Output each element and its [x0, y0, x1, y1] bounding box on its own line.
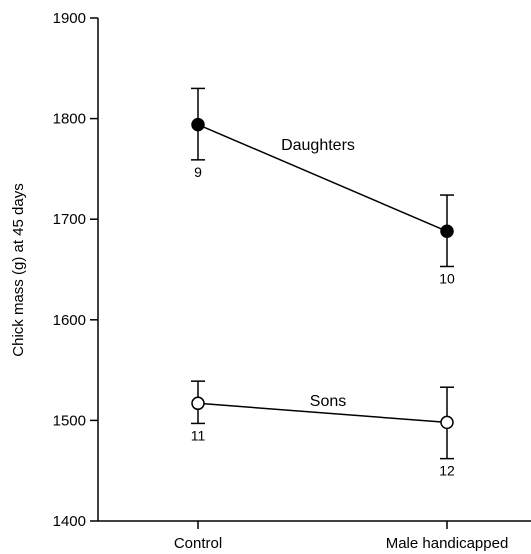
x-ticks: Control Male handicapped — [174, 521, 508, 552]
y-tick-label: 1700 — [53, 211, 86, 228]
y-ticks: 1400 1500 1600 1700 1800 1900 — [53, 10, 98, 530]
x-tick-label: Control — [174, 535, 222, 552]
daughters-n-label: 10 — [439, 270, 455, 286]
daughters-n-label: 9 — [194, 164, 202, 180]
sons-n-label: 12 — [439, 463, 455, 479]
sons-label: Sons — [310, 393, 346, 410]
series-layer: 9 10 Daughters 11 12 Sons — [191, 87, 455, 479]
y-tick-label: 1500 — [53, 412, 86, 429]
sons-n-label: 11 — [191, 427, 206, 443]
y-tick-label: 1600 — [53, 312, 86, 329]
sons-point — [440, 415, 454, 430]
sons-line — [197, 402, 448, 424]
y-tick-label: 1400 — [53, 513, 86, 530]
y-tick-label: 1900 — [53, 10, 86, 27]
axes — [97, 18, 531, 522]
series-daughters: 9 10 Daughters — [191, 87, 455, 286]
y-axis-label: Chick mass (g) at 45 days — [10, 183, 27, 356]
sons-point — [191, 396, 205, 411]
series-sons: 11 12 Sons — [191, 380, 455, 479]
daughters-point — [191, 117, 205, 132]
daughters-label: Daughters — [281, 137, 355, 154]
y-tick-label: 1800 — [53, 111, 86, 128]
daughters-point — [440, 224, 454, 239]
x-tick-label: Male handicapped — [386, 535, 509, 552]
daughters-line — [197, 123, 448, 232]
